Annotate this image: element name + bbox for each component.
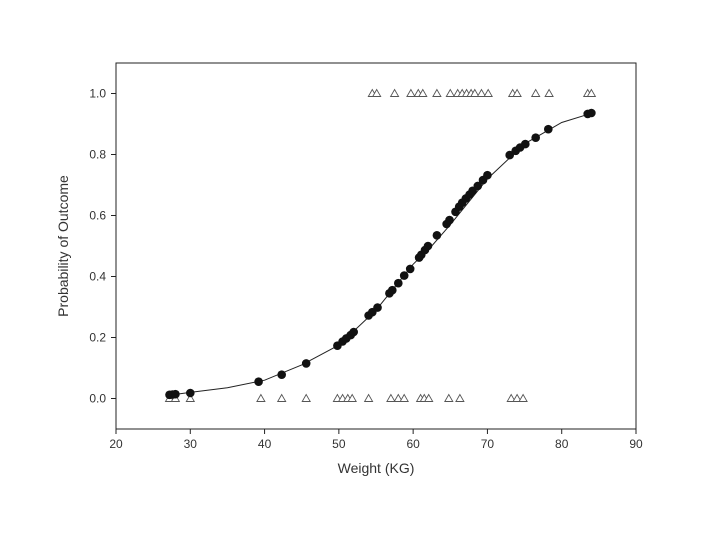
observed-point — [185, 393, 196, 402]
observed-point — [399, 393, 409, 402]
x-tick-label: 90 — [629, 437, 643, 451]
x-tick-label: 70 — [481, 437, 495, 451]
y-tick-label: 0.6 — [89, 209, 106, 223]
predicted-point — [473, 181, 483, 191]
x-tick-label: 30 — [184, 437, 198, 451]
observed-point — [301, 393, 311, 402]
logistic-fit-line — [167, 112, 592, 396]
predicted-point — [399, 271, 409, 280]
predicted-point — [301, 359, 311, 368]
observed-point — [276, 393, 287, 402]
predicted-point — [186, 388, 195, 398]
predicted-dots — [165, 108, 596, 400]
observed-point — [386, 393, 396, 402]
observed-point — [363, 393, 374, 402]
predicted-point — [521, 139, 530, 149]
y-tick-label: 0.8 — [89, 148, 106, 162]
observed-point — [389, 88, 400, 97]
observed-point — [432, 88, 442, 97]
observed-point — [418, 88, 428, 97]
observed-point — [393, 393, 404, 402]
observed-point — [530, 88, 541, 97]
x-tick-label: 60 — [406, 437, 420, 451]
predicted-point — [388, 285, 397, 295]
predicted-point — [394, 278, 403, 288]
x-axis: 20 30 40 50 60 70 80 90 — [109, 429, 643, 451]
observed-point — [512, 393, 522, 402]
observed-point — [347, 393, 357, 402]
observed-point — [406, 88, 416, 97]
observed-point — [455, 393, 465, 402]
x-tick-label: 50 — [332, 437, 346, 451]
predicted-point — [587, 108, 596, 118]
observed-point — [506, 393, 516, 402]
observed-point — [518, 393, 528, 402]
y-tick-label: 0.4 — [89, 270, 106, 284]
observed-point — [444, 393, 454, 402]
y-tick-label: 0.0 — [89, 392, 106, 406]
observed-point — [512, 88, 522, 97]
predicted-point — [405, 264, 415, 274]
y-tick-label: 1.0 — [89, 87, 106, 101]
predicted-point — [254, 377, 263, 387]
observed-point — [544, 88, 554, 97]
predicted-point — [445, 215, 454, 225]
x-axis-title: Weight (KG) — [338, 460, 415, 476]
predicted-point — [483, 170, 492, 180]
observed-point — [371, 88, 382, 97]
observed-triangles — [164, 88, 597, 402]
predicted-point — [505, 150, 514, 160]
observed-point — [470, 88, 480, 97]
x-tick-label: 40 — [258, 437, 272, 451]
predicted-point — [373, 303, 382, 312]
predicted-point — [531, 133, 540, 142]
predicted-point — [423, 241, 433, 251]
predicted-point — [277, 370, 287, 380]
y-axis-title: Probability of Outcome — [55, 175, 71, 317]
observed-point — [586, 88, 597, 97]
observed-point — [483, 88, 493, 97]
predicted-point — [432, 231, 442, 240]
y-tick-label: 0.2 — [89, 331, 106, 345]
x-tick-label: 20 — [109, 437, 123, 451]
observed-point — [423, 393, 434, 402]
predicted-point — [349, 327, 359, 337]
observed-point — [445, 88, 456, 97]
y-axis: 0.0 0.2 0.4 0.6 0.8 1.0 — [89, 87, 116, 406]
observed-point — [256, 393, 266, 402]
plot-frame — [115, 62, 637, 430]
x-tick-label: 80 — [555, 437, 569, 451]
observed-point — [476, 88, 487, 97]
predicted-point — [171, 389, 180, 399]
predicted-point — [544, 124, 553, 134]
